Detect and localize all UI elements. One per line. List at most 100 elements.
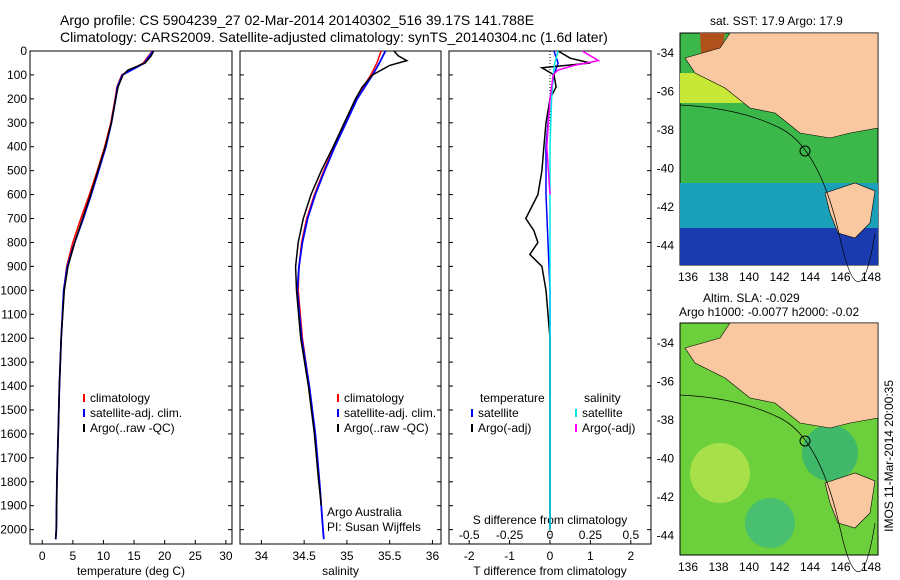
annotation: Argo Australia	[327, 505, 402, 519]
map-x-tick-label: 136	[678, 560, 698, 574]
argo-height-caption: Argo h1000: -0.0077 h2000: -0.02	[679, 305, 860, 319]
y-tick-label: 700	[7, 212, 27, 226]
y-tick-label: 1400	[0, 379, 27, 393]
map-y-tick-label: -44	[657, 529, 675, 543]
y-tick-label: 1900	[0, 499, 27, 513]
map-x-tick-label: 146	[830, 270, 850, 284]
map-x-tick-label: 148	[861, 270, 881, 284]
y-tick-label: 2000	[0, 523, 27, 537]
map-y-tick-label: -34	[657, 46, 675, 60]
x-tick-label: -2	[464, 549, 475, 563]
map-x-tick-label: 144	[800, 560, 820, 574]
y-tick-label: 1800	[0, 475, 27, 489]
x-tick-label: 10	[97, 549, 111, 563]
figure-subtitle: Climatology: CARS2009. Satellite-adjuste…	[60, 29, 608, 45]
plot-frame-1	[29, 50, 233, 545]
annotation: PI: Susan Wijffels	[327, 520, 421, 534]
map-y-tick-label: -38	[657, 123, 675, 137]
land-tasmania	[824, 472, 876, 529]
map-y-tick-label: -36	[657, 375, 675, 389]
sla-caption: Altim. SLA: -0.029	[703, 291, 800, 305]
map-x-tick-label: 136	[678, 270, 698, 284]
y-tick-label: 800	[7, 235, 27, 249]
timestamp-stamp: IMOS 11-Mar-2014 20:00:35	[882, 380, 896, 532]
top-tick-label: -0.25	[496, 528, 524, 542]
y-tick-label: 1000	[0, 283, 27, 297]
legend-label: climatology	[90, 391, 150, 405]
map-x-tick-label: 146	[830, 560, 850, 574]
map-x-tick-label: 138	[708, 560, 728, 574]
map-x-tick-label: 140	[739, 560, 759, 574]
top-tick-label: 0.25	[579, 528, 603, 542]
y-tick-label: 600	[7, 188, 27, 202]
y-tick-label: 100	[7, 68, 27, 82]
legend-label: Argo(-adj)	[582, 421, 635, 435]
sla-map	[679, 322, 879, 573]
sla-patch	[745, 498, 795, 548]
legend-label: satellite-adj. clim.	[344, 406, 436, 420]
series-line	[294, 50, 409, 506]
legend-label: satellite	[582, 406, 623, 420]
series-line	[549, 50, 559, 530]
map-y-tick-label: -44	[657, 239, 675, 253]
x-tick-label: 30	[219, 549, 233, 563]
legend-label: satellite	[478, 406, 519, 420]
x-tick-label: 0	[547, 549, 554, 563]
y-tick-label: 1500	[0, 403, 27, 417]
y-tick-label: 1300	[0, 355, 27, 369]
x-tick-label: 5	[70, 549, 77, 563]
legend-label: temperature	[480, 391, 545, 405]
legend-label: Argo(..raw -QC)	[90, 421, 175, 435]
map-x-tick-label: 144	[800, 270, 820, 284]
sla-patch	[802, 425, 858, 481]
series-line	[54, 50, 155, 540]
map-y-tick-label: -34	[657, 336, 675, 350]
y-tick-label: 1700	[0, 451, 27, 465]
legend-label: salinity	[584, 391, 621, 405]
map-x-tick-label: 138	[708, 270, 728, 284]
y-tick-label: 400	[7, 140, 27, 154]
bathymetry-contour	[679, 394, 876, 573]
x-tick-label: 34.5	[292, 549, 316, 563]
x-axis-label: salinity	[322, 564, 359, 578]
figure-title: Argo profile: CS 5904239_27 02-Mar-2014 …	[60, 12, 535, 28]
x-axis-label: T difference from climatology	[473, 564, 627, 578]
map-x-tick-label: 142	[769, 270, 789, 284]
argo-float-marker	[799, 435, 811, 447]
x-tick-label: 34	[255, 549, 269, 563]
sst-caption: sat. SST: 17.9 Argo: 17.9	[710, 14, 843, 28]
x-tick-label: 15	[127, 549, 141, 563]
top-tick-label: 0.5	[622, 528, 639, 542]
y-tick-label: 0	[20, 44, 27, 58]
x-tick-label: 35.5	[378, 549, 402, 563]
x-tick-label: 0	[39, 549, 46, 563]
legend-label: climatology	[344, 391, 404, 405]
x-tick-label: 20	[158, 549, 172, 563]
map-y-tick-label: -40	[657, 162, 675, 176]
plot-frame-2	[239, 50, 442, 545]
map-y-tick-label: -36	[657, 85, 675, 99]
y-tick-label: 900	[7, 259, 27, 273]
legend-label: satellite-adj. clim.	[90, 406, 182, 420]
land-mainland	[684, 32, 879, 139]
top-tick-label: -0.5	[459, 528, 480, 542]
series-line	[296, 50, 387, 540]
y-tick-label: 1600	[0, 427, 27, 441]
series-line	[546, 50, 601, 195]
y-tick-label: 1100	[1, 307, 27, 321]
y-tick-label: 200	[7, 92, 27, 106]
map-x-tick-label: 142	[769, 560, 789, 574]
map-y-tick-label: -42	[657, 200, 675, 214]
land-tasmania	[824, 182, 876, 239]
map-x-tick-label: 148	[861, 560, 881, 574]
x-tick-label: 1	[587, 549, 594, 563]
x-tick-label: -1	[504, 549, 515, 563]
map-y-tick-label: -42	[657, 490, 675, 504]
x-tick-label: 2	[627, 549, 634, 563]
y-tick-label: 1200	[0, 331, 27, 345]
map-y-tick-label: -38	[657, 413, 675, 427]
x-tick-label: 25	[189, 549, 203, 563]
land-mainland	[684, 322, 879, 429]
bathymetry-contour	[679, 104, 876, 283]
